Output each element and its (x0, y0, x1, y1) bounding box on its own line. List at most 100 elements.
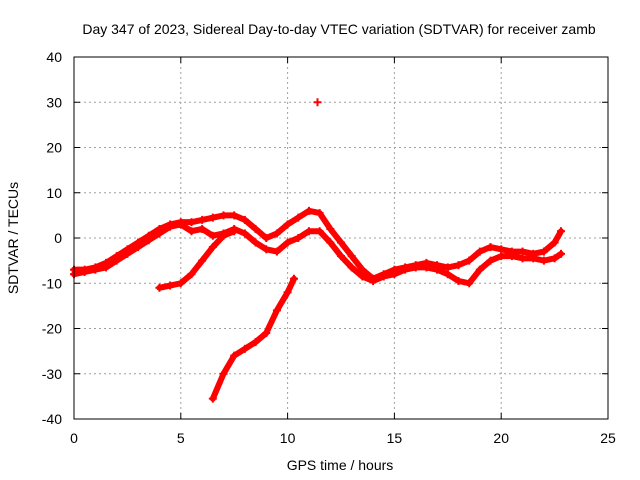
x-tick-label: 15 (387, 430, 403, 446)
data-point (443, 270, 452, 279)
data-point (230, 211, 239, 220)
series-track-3 (155, 227, 239, 292)
data-point (315, 209, 324, 218)
x-tick-label: 0 (70, 430, 78, 446)
data-point (230, 227, 239, 236)
data-point (112, 256, 121, 265)
data-point (283, 238, 292, 247)
data-point (529, 254, 538, 263)
data-point (347, 252, 356, 261)
data-point (198, 215, 207, 224)
data-point (347, 263, 356, 272)
data-point (326, 238, 335, 247)
data-point (155, 229, 164, 238)
data-point (475, 247, 484, 256)
data-point (497, 245, 506, 254)
data-point (337, 252, 345, 261)
y-tick-label: -40 (42, 411, 62, 427)
y-tick-label: -30 (42, 366, 62, 382)
data-series (70, 98, 566, 403)
data-point (80, 267, 89, 276)
data-point (166, 222, 175, 231)
data-point (262, 329, 271, 338)
data-point (550, 254, 559, 263)
data-point (208, 213, 217, 222)
data-point (123, 249, 132, 258)
data-point (557, 227, 566, 236)
axis-ticks: 0 5 10 15 20 25 -40 -30 -20 -10 0 10 20 30 40 (42, 49, 616, 446)
data-point (262, 234, 271, 242)
data-point (240, 215, 249, 224)
data-point (422, 263, 431, 272)
data-point (251, 224, 260, 233)
data-point (219, 211, 228, 220)
data-point (208, 394, 217, 403)
y-tick-label: 10 (46, 185, 62, 201)
data-point (251, 338, 260, 347)
y-tick-label: 30 (46, 94, 62, 110)
data-point (219, 231, 228, 240)
data-point (134, 243, 143, 252)
data-point (304, 206, 313, 215)
data-point (326, 224, 335, 233)
data-point (187, 270, 196, 279)
x-tick-label: 20 (493, 430, 509, 446)
data-point (251, 238, 260, 247)
series-line (209, 275, 298, 402)
data-point (240, 229, 249, 238)
data-point (208, 243, 217, 252)
data-point (369, 276, 378, 285)
data-point (262, 245, 271, 254)
data-point (230, 351, 239, 360)
data-point (198, 224, 207, 233)
data-point (557, 249, 566, 258)
data-point (390, 270, 399, 279)
data-point (539, 256, 548, 265)
data-point (475, 265, 484, 274)
series-track-4 (208, 274, 299, 403)
data-point (144, 236, 153, 245)
y-tick-label: 20 (46, 140, 62, 156)
data-point (283, 288, 292, 297)
data-point (187, 227, 196, 236)
data-point (379, 272, 388, 281)
data-point (176, 220, 185, 229)
data-point (454, 261, 463, 270)
data-point (294, 234, 303, 242)
data-point (176, 279, 185, 288)
data-point (272, 229, 281, 238)
data-point (290, 274, 299, 283)
data-point (304, 227, 313, 236)
data-point (283, 220, 292, 229)
data-point (518, 247, 527, 256)
series-outlier (313, 98, 322, 107)
data-point (497, 252, 506, 261)
data-point (539, 247, 548, 256)
series-track-2 (70, 220, 566, 288)
data-point (518, 254, 527, 263)
data-point (155, 283, 164, 292)
data-point (102, 263, 111, 272)
data-point (465, 279, 474, 288)
data-point (507, 252, 516, 261)
data-point (486, 256, 495, 265)
data-point (240, 344, 249, 353)
data-point (550, 238, 559, 247)
x-tick-label: 25 (600, 430, 616, 446)
data-point (198, 256, 207, 265)
data-point (313, 98, 322, 107)
data-point (187, 218, 196, 227)
x-tick-label: 10 (280, 430, 296, 446)
chart-title: Day 347 of 2023, Sidereal Day-to-day VTE… (82, 21, 595, 37)
data-point (272, 247, 281, 256)
data-point (208, 231, 217, 240)
y-tick-label: 40 (46, 49, 62, 65)
y-tick-label: -20 (42, 321, 62, 337)
data-point (358, 265, 367, 274)
data-point (454, 276, 463, 285)
data-point (272, 306, 281, 315)
series-line (71, 221, 565, 287)
y-tick-label: 0 (54, 230, 62, 246)
data-point (486, 243, 495, 252)
